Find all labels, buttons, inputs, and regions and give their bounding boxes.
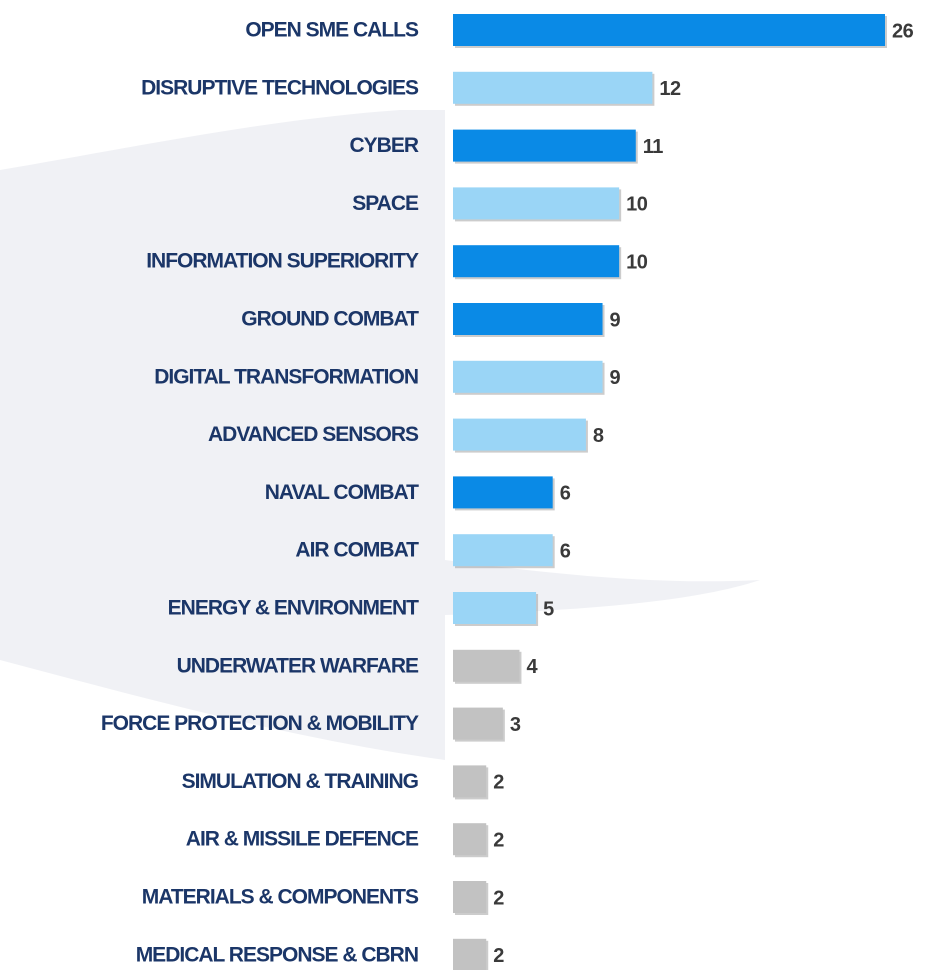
value-label: 8 [593, 425, 604, 447]
value-label: 10 [626, 194, 648, 216]
bar [453, 418, 586, 451]
value-label: 2 [493, 945, 504, 967]
category-label: SPACE [352, 192, 419, 215]
value-label: 10 [626, 251, 648, 273]
value-label: 2 [493, 887, 504, 909]
category-label: DISRUPTIVE TECHNOLOGIES [141, 76, 419, 99]
category-label: UNDERWATER WARFARE [177, 654, 419, 677]
category-label: AIR & MISSILE DEFENCE [186, 828, 419, 851]
value-label: 12 [659, 78, 681, 100]
value-label: 3 [510, 714, 521, 736]
bar [453, 707, 503, 740]
bar [453, 71, 653, 104]
category-label: OPEN SME CALLS [245, 19, 419, 42]
bar [453, 245, 620, 278]
bar [453, 881, 487, 913]
bar [453, 765, 487, 798]
category-label: FORCE PROTECTION & MOBILITY [101, 712, 419, 735]
bar [453, 534, 553, 567]
bar [453, 187, 620, 220]
value-label: 26 [892, 20, 914, 42]
bar [453, 14, 885, 46]
bar [453, 303, 603, 335]
value-label: 6 [560, 483, 571, 505]
value-label: 4 [526, 656, 538, 678]
value-label: 6 [560, 540, 571, 562]
value-label: 11 [643, 136, 664, 158]
value-label: 2 [493, 829, 504, 851]
bar [453, 823, 487, 856]
bar [453, 476, 553, 509]
category-label: AIR COMBAT [295, 539, 419, 562]
value-label: 2 [493, 772, 504, 794]
bar [453, 592, 537, 624]
category-label: DIGITAL TRANSFORMATION [154, 365, 418, 388]
bar [453, 938, 487, 970]
category-label: GROUND COMBAT [241, 308, 419, 331]
category-label: CYBER [349, 134, 418, 157]
value-label: 9 [610, 309, 621, 331]
category-label: NAVAL COMBAT [265, 481, 419, 504]
value-label: 5 [543, 598, 554, 620]
bar [453, 360, 603, 393]
category-label: MATERIALS & COMPONENTS [142, 886, 419, 909]
category-label: ADVANCED SENSORS [208, 423, 419, 446]
background-brush [0, 110, 445, 760]
bar [453, 129, 636, 162]
category-label: ENERGY & ENVIRONMENT [168, 597, 419, 620]
category-label: INFORMATION SUPERIORITY [146, 250, 419, 273]
bar [453, 649, 520, 682]
value-label: 9 [610, 367, 621, 389]
category-label: MEDICAL RESPONSE & CBRN [136, 943, 418, 966]
category-label: SIMULATION & TRAINING [182, 770, 419, 793]
